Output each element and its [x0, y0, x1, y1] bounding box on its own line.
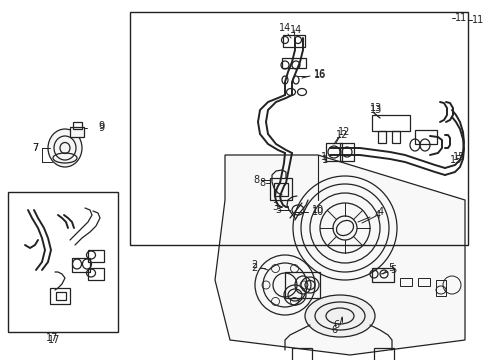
Ellipse shape: [48, 129, 82, 167]
Text: 14: 14: [278, 23, 290, 33]
Text: 17: 17: [48, 335, 60, 345]
Bar: [70, 127, 84, 137]
Text: 13: 13: [369, 103, 382, 113]
Bar: [269, 178, 291, 200]
Bar: [339, 143, 353, 161]
Bar: [377, 131, 385, 143]
Bar: [8, 192, 118, 332]
Bar: [273, 183, 287, 196]
Text: 8: 8: [258, 178, 264, 188]
Bar: [283, 35, 305, 47]
Text: 7: 7: [32, 143, 38, 153]
Text: 7: 7: [32, 143, 38, 153]
Text: 6: 6: [331, 325, 337, 335]
Bar: [88, 250, 104, 262]
Text: 2: 2: [251, 260, 258, 270]
Text: 4: 4: [374, 210, 380, 220]
Text: 12: 12: [335, 130, 347, 140]
Text: 11: 11: [454, 13, 467, 23]
Text: 1: 1: [320, 152, 326, 162]
Text: 15: 15: [452, 152, 465, 162]
Text: 3: 3: [274, 205, 281, 215]
Text: 17: 17: [46, 333, 58, 343]
Text: 10: 10: [311, 205, 324, 215]
Bar: [285, 272, 319, 298]
Text: 8: 8: [253, 175, 260, 185]
Text: 1: 1: [321, 155, 327, 165]
Bar: [373, 348, 393, 360]
Bar: [414, 130, 436, 144]
Text: 10: 10: [311, 207, 324, 217]
Bar: [282, 58, 305, 68]
Bar: [73, 122, 82, 129]
Bar: [399, 278, 411, 286]
Text: 9: 9: [98, 121, 104, 131]
Text: 12: 12: [337, 127, 350, 137]
Text: 6: 6: [333, 320, 339, 330]
Text: 9: 9: [98, 123, 104, 133]
Bar: [72, 258, 90, 272]
Text: 3: 3: [271, 202, 278, 212]
Bar: [371, 268, 393, 282]
Bar: [50, 288, 70, 304]
Bar: [88, 268, 104, 280]
Bar: [391, 131, 399, 143]
Text: 5: 5: [389, 265, 395, 275]
Polygon shape: [215, 155, 464, 355]
Bar: [291, 348, 311, 360]
Bar: [417, 278, 429, 286]
Bar: [56, 292, 66, 300]
Bar: [371, 115, 409, 131]
Text: 4: 4: [377, 207, 384, 217]
Bar: [130, 12, 467, 245]
Text: 16: 16: [313, 70, 325, 80]
Text: 14: 14: [289, 25, 302, 35]
Text: 13: 13: [369, 105, 382, 115]
Ellipse shape: [305, 295, 374, 337]
Bar: [325, 143, 341, 161]
Text: 2: 2: [251, 263, 258, 273]
Text: 5: 5: [387, 263, 393, 273]
Text: 15: 15: [449, 155, 462, 165]
Text: 16: 16: [313, 69, 325, 79]
Bar: [435, 280, 445, 296]
Text: 11: 11: [471, 15, 483, 25]
